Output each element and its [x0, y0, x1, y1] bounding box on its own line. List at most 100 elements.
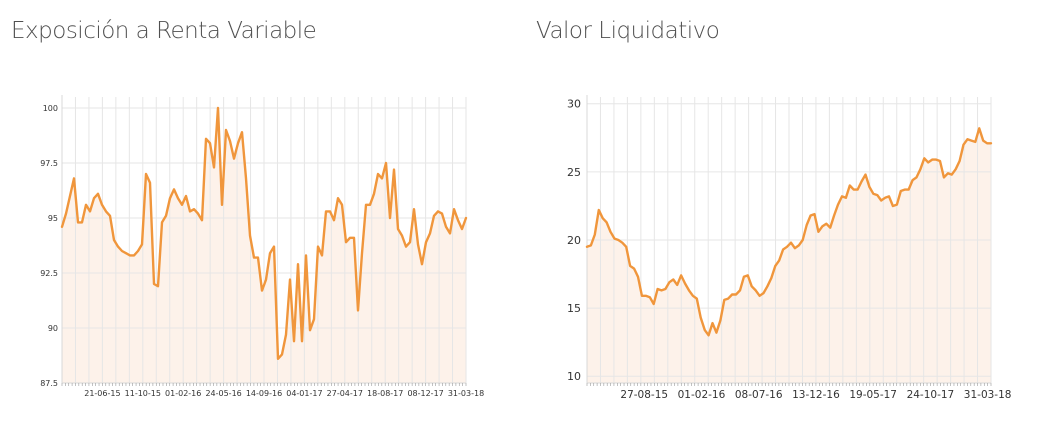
- data-point: [664, 288, 667, 290]
- data-point: [101, 204, 103, 206]
- data-point: [345, 241, 347, 243]
- data-point: [161, 221, 163, 224]
- data-point: [852, 188, 855, 191]
- data-point: [696, 297, 698, 300]
- data-point: [747, 274, 749, 277]
- data-point: [281, 353, 283, 356]
- data-point: [321, 254, 323, 257]
- data-point: [880, 199, 882, 202]
- data-point: [141, 243, 143, 246]
- data-point: [605, 221, 608, 224]
- data-point: [253, 256, 255, 259]
- x-tick-label: 14-09-16: [246, 389, 282, 398]
- data-point: [285, 333, 287, 336]
- data-point: [365, 204, 367, 206]
- data-point: [277, 358, 279, 360]
- y-tick-label: 20: [567, 234, 581, 247]
- data-point: [939, 160, 941, 162]
- data-point: [265, 278, 267, 281]
- data-point: [586, 246, 588, 248]
- data-point: [986, 142, 988, 145]
- data-point: [915, 176, 918, 179]
- data-point: [145, 173, 147, 175]
- data-point: [845, 197, 847, 199]
- data-point: [309, 329, 311, 332]
- data-point: [970, 139, 973, 142]
- series-area: [62, 108, 466, 383]
- y-tick-label: 95: [48, 214, 58, 223]
- data-point: [117, 245, 119, 248]
- y-tick-label: 25: [567, 166, 581, 179]
- data-point: [758, 295, 761, 297]
- data-point: [133, 254, 135, 257]
- data-point: [609, 231, 612, 233]
- data-point: [81, 221, 83, 224]
- data-point: [805, 224, 808, 226]
- data-point: [707, 334, 710, 337]
- data-point: [641, 295, 643, 297]
- data-point: [293, 340, 295, 343]
- data-point: [421, 263, 423, 266]
- data-point: [89, 210, 91, 213]
- y-tick-label: 30: [567, 98, 581, 111]
- data-point: [919, 168, 922, 170]
- data-point: [621, 241, 624, 244]
- x-tick-label: 11-10-15: [125, 389, 161, 398]
- data-point: [97, 193, 99, 195]
- data-point: [645, 295, 647, 297]
- data-point: [684, 282, 686, 285]
- data-point: [377, 173, 379, 175]
- data-point: [798, 244, 800, 247]
- x-tick-label: 08-07-16: [735, 389, 783, 401]
- data-point: [794, 247, 796, 249]
- data-point: [317, 245, 319, 248]
- data-point: [931, 158, 933, 161]
- data-point: [217, 107, 219, 109]
- data-point: [261, 289, 263, 292]
- data-point: [109, 215, 111, 217]
- data-point: [833, 214, 835, 217]
- data-point: [633, 267, 635, 270]
- data-point: [137, 250, 139, 252]
- data-point: [813, 213, 816, 215]
- data-point: [782, 248, 784, 251]
- data-point: [385, 162, 387, 164]
- data-point: [951, 173, 953, 176]
- data-point: [935, 158, 937, 161]
- data-point: [405, 245, 407, 248]
- data-point: [907, 188, 910, 191]
- data-point: [649, 296, 651, 299]
- y-tick-label: 15: [567, 302, 581, 315]
- x-tick-label: 13-12-16: [792, 389, 840, 401]
- data-point: [413, 208, 415, 210]
- data-point: [349, 237, 351, 239]
- data-point: [205, 138, 207, 140]
- chart-title: Valor Liquidativo: [536, 18, 720, 44]
- data-point: [884, 197, 886, 199]
- data-point: [245, 177, 247, 180]
- data-point: [353, 237, 355, 239]
- data-point: [900, 190, 902, 192]
- data-point: [590, 244, 592, 247]
- data-point: [325, 210, 327, 213]
- data-point: [801, 239, 804, 241]
- data-point: [594, 233, 596, 236]
- data-point: [762, 292, 765, 294]
- data-point: [181, 204, 183, 206]
- data-point: [457, 219, 459, 221]
- data-point: [617, 239, 620, 241]
- data-point: [229, 140, 231, 142]
- data-point: [213, 166, 215, 169]
- data-point: [313, 318, 315, 321]
- y-tick-label: 87.5: [40, 379, 58, 388]
- data-point: [652, 303, 655, 305]
- data-point: [856, 188, 859, 191]
- data-point: [978, 127, 980, 130]
- data-point: [872, 192, 875, 195]
- data-point: [273, 245, 275, 248]
- x-tick-label: 19-05-17: [849, 389, 897, 401]
- data-point: [739, 289, 741, 292]
- data-point: [153, 283, 155, 285]
